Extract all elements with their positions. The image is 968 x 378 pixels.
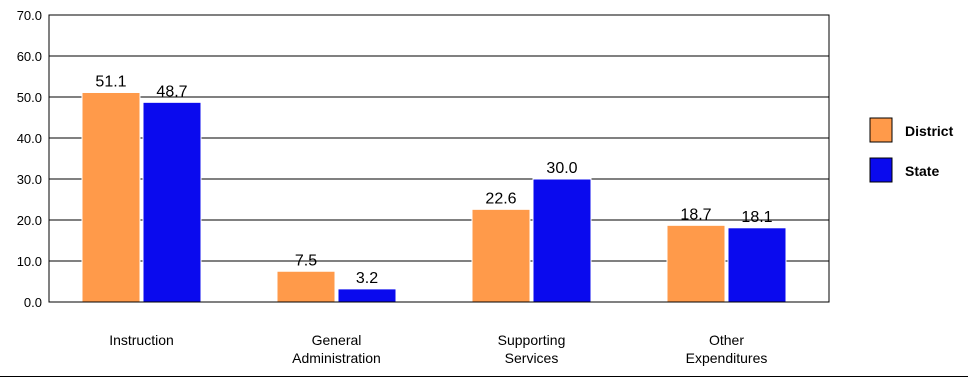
y-tick-label: 60.0 <box>17 49 42 64</box>
legend-label-district: District <box>905 123 954 139</box>
data-label-state: 3.2 <box>356 270 378 287</box>
y-tick-label: 20.0 <box>17 213 42 228</box>
x-category-label: Services <box>505 350 559 366</box>
data-label-district: 22.6 <box>485 190 516 207</box>
bar-state <box>532 178 592 303</box>
bar-state <box>727 227 787 303</box>
data-label-district: 18.7 <box>680 206 711 223</box>
x-category-label: Other <box>709 332 744 348</box>
y-tick-label: 30.0 <box>17 172 42 187</box>
x-category-label: General <box>312 332 362 348</box>
data-label-state: 30.0 <box>546 160 577 177</box>
bar-state <box>142 101 202 303</box>
x-category-label: Supporting <box>498 332 566 348</box>
y-tick-label: 10.0 <box>17 254 42 269</box>
y-tick-label: 0.0 <box>24 295 42 310</box>
data-label-district: 51.1 <box>95 73 126 90</box>
plot-area-frame <box>48 14 830 303</box>
data-label-state: 18.1 <box>741 209 772 226</box>
x-category-label: Instruction <box>109 332 174 348</box>
bar-district <box>276 270 336 303</box>
data-label-state: 48.7 <box>156 83 187 100</box>
bar-district <box>471 208 531 303</box>
bar-state <box>337 288 397 303</box>
x-category-label: Administration <box>292 350 381 366</box>
legend-label-state: State <box>905 163 939 179</box>
y-tick-label: 70.0 <box>17 8 42 23</box>
data-labels: 51.1 48.7 7.5 3.2 22.6 30.0 18.7 18.1 <box>95 73 772 286</box>
legend-swatch-district <box>869 117 893 143</box>
bar-district <box>666 224 726 303</box>
x-axis-category-labels: Instruction General Administration Supporti… <box>109 332 767 366</box>
x-category-label: Expenditures <box>686 350 768 366</box>
y-axis-tick-labels: 0.0 10.0 20.0 30.0 40.0 50.0 60.0 70.0 <box>17 8 42 310</box>
data-label-district: 7.5 <box>295 252 317 269</box>
legend-swatch-state <box>869 157 893 183</box>
bar-district <box>81 91 141 303</box>
y-tick-label: 50.0 <box>17 90 42 105</box>
bars <box>81 91 787 303</box>
legend: District State <box>869 117 954 183</box>
y-tick-label: 40.0 <box>17 131 42 146</box>
